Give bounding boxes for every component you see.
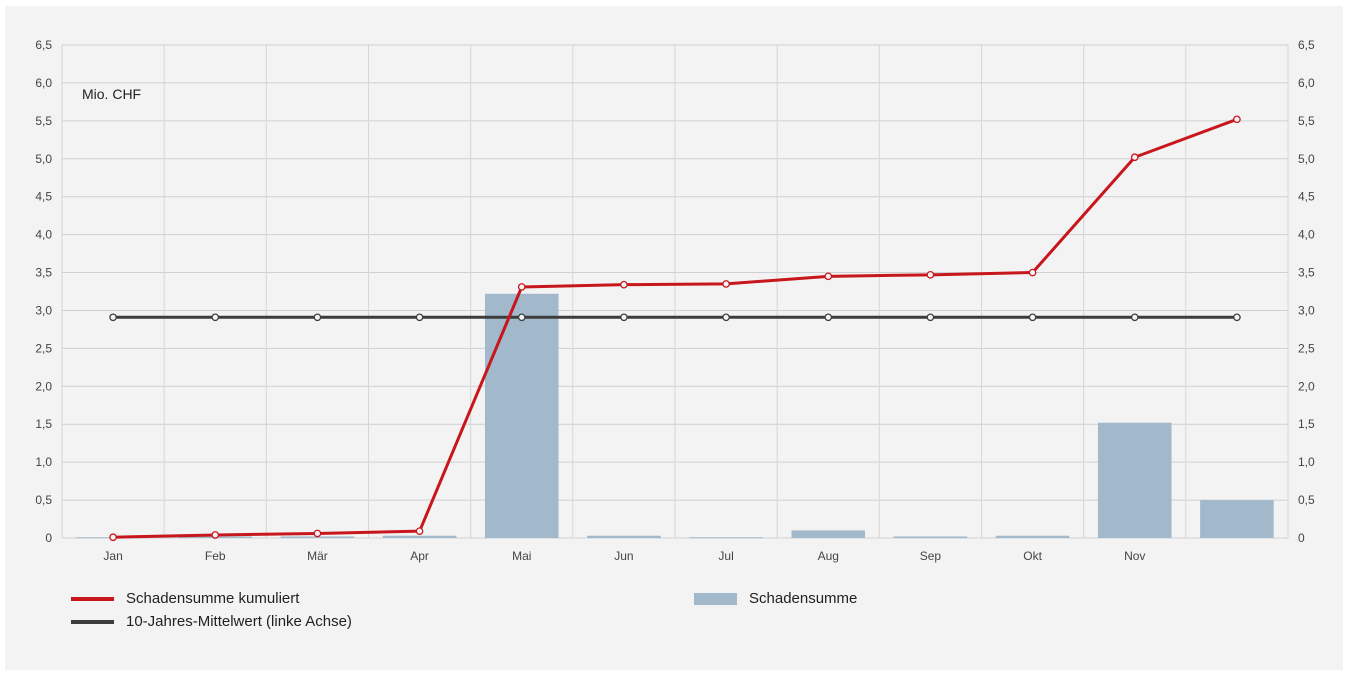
x-tick-label: Sep xyxy=(920,549,942,563)
y-tick-label-right: 3,0 xyxy=(1298,303,1315,317)
x-tick-label: Aug xyxy=(818,549,839,563)
y-tick-label-left: 2,5 xyxy=(35,341,52,355)
y-tick-label-left: 1,5 xyxy=(35,417,52,431)
line-series xyxy=(109,115,1241,542)
series-point xyxy=(620,280,628,289)
series-point xyxy=(313,529,322,538)
y-tick-label-right: 3,5 xyxy=(1298,266,1315,280)
y-tick-label-right: 4,0 xyxy=(1298,228,1315,242)
series-point xyxy=(1028,313,1037,322)
x-tick-label: Mär xyxy=(307,549,328,563)
bar xyxy=(995,535,1070,538)
legend-item-average: 10-Jahres-Mittelwert (linke Achse) xyxy=(71,613,352,630)
series-point xyxy=(415,527,424,536)
series-point xyxy=(211,313,220,322)
series-point xyxy=(415,313,424,322)
legend-swatch-average xyxy=(71,619,114,624)
legend-label-average: 10-Jahres-Mittelwert (linke Achse) xyxy=(126,613,352,630)
series-point xyxy=(824,272,833,281)
series-point xyxy=(1028,268,1037,277)
series-point xyxy=(1233,313,1241,322)
series-point xyxy=(926,313,935,322)
legend-swatch-cumulative xyxy=(71,596,114,601)
y-tick-label-left: 3,0 xyxy=(35,303,52,317)
bar xyxy=(1200,500,1274,538)
series-point xyxy=(313,313,322,322)
chart-panel xyxy=(5,6,1343,670)
x-tick-label: Nov xyxy=(1124,549,1145,563)
series-line xyxy=(113,117,1238,539)
bar xyxy=(893,536,968,538)
y-tick-label-left: 3,5 xyxy=(35,266,52,280)
series-point xyxy=(109,313,117,322)
x-tick-label: Jun xyxy=(614,549,633,563)
series-point xyxy=(211,531,220,539)
bar xyxy=(1097,422,1172,538)
y-tick-label-left: 6,0 xyxy=(35,76,52,90)
x-tick-label: Jul xyxy=(718,549,733,563)
series-point xyxy=(620,313,628,322)
legend-label-cumulative: Schadensumme kumuliert xyxy=(126,590,300,607)
y-tick-label-right: 4,5 xyxy=(1298,190,1315,204)
series-point xyxy=(1130,313,1139,322)
series-point xyxy=(722,313,730,322)
series-point xyxy=(109,533,117,542)
bar-series xyxy=(76,293,1274,539)
legend-swatch-bars xyxy=(694,592,737,605)
x-tick-label: Feb xyxy=(205,549,226,563)
series-point xyxy=(517,283,526,291)
axis-labels: 0 0 0,5 0,5 1,0 1,0 1,5 1,5 2,0 2,0 2,5 2,5 3,0 3,0 3,… xyxy=(35,38,1315,563)
y-tick-label-left: 5,5 xyxy=(35,114,52,128)
y-tick-label-right: 2,0 xyxy=(1298,379,1315,393)
y-tick-label-left: 2,0 xyxy=(35,379,52,393)
series-point xyxy=(722,280,730,288)
x-tick-label: Apr xyxy=(410,549,429,563)
y-tick-label-right: 5,0 xyxy=(1298,152,1315,166)
x-tick-label: Okt xyxy=(1023,549,1042,563)
y-tick-label-left: 4,0 xyxy=(35,228,52,242)
y-tick-label-right: 0 xyxy=(1298,531,1305,545)
y-tick-label-left: 5,0 xyxy=(35,152,52,166)
y-tick-label-right: 5,5 xyxy=(1298,114,1315,128)
series-point xyxy=(1233,115,1241,124)
bar xyxy=(587,535,661,538)
y-tick-label-right: 6,5 xyxy=(1298,38,1315,52)
unit-label: Mio. CHF xyxy=(82,86,141,102)
y-tick-label-right: 0,5 xyxy=(1298,493,1315,507)
series-point xyxy=(1130,153,1139,162)
legend-label-bars: Schadensumme xyxy=(749,590,858,607)
y-tick-label-right: 2,5 xyxy=(1298,341,1315,355)
y-tick-label-left: 6,5 xyxy=(35,38,52,52)
series-point xyxy=(926,270,935,279)
legend-item-bars: Schadensumme xyxy=(694,590,857,607)
bar xyxy=(484,293,559,538)
y-tick-label-left: 1,0 xyxy=(35,455,52,469)
series-point xyxy=(517,313,526,322)
y-tick-label-right: 1,0 xyxy=(1298,455,1315,469)
legend-item-cumulative: Schadensumme kumuliert xyxy=(71,590,299,607)
series-point xyxy=(824,313,833,322)
x-tick-label: Mai xyxy=(512,549,531,563)
y-tick-label-right: 1,5 xyxy=(1298,417,1315,431)
bar xyxy=(382,535,457,538)
grid xyxy=(61,44,1289,539)
bar xyxy=(791,530,866,538)
y-tick-label-left: 0,5 xyxy=(35,493,52,507)
y-tick-label-left: 0 xyxy=(45,531,52,545)
y-tick-label-right: 6,0 xyxy=(1298,76,1315,90)
x-tick-label: Jan xyxy=(103,549,122,563)
y-tick-label-left: 4,5 xyxy=(35,190,52,204)
bar xyxy=(689,537,763,539)
